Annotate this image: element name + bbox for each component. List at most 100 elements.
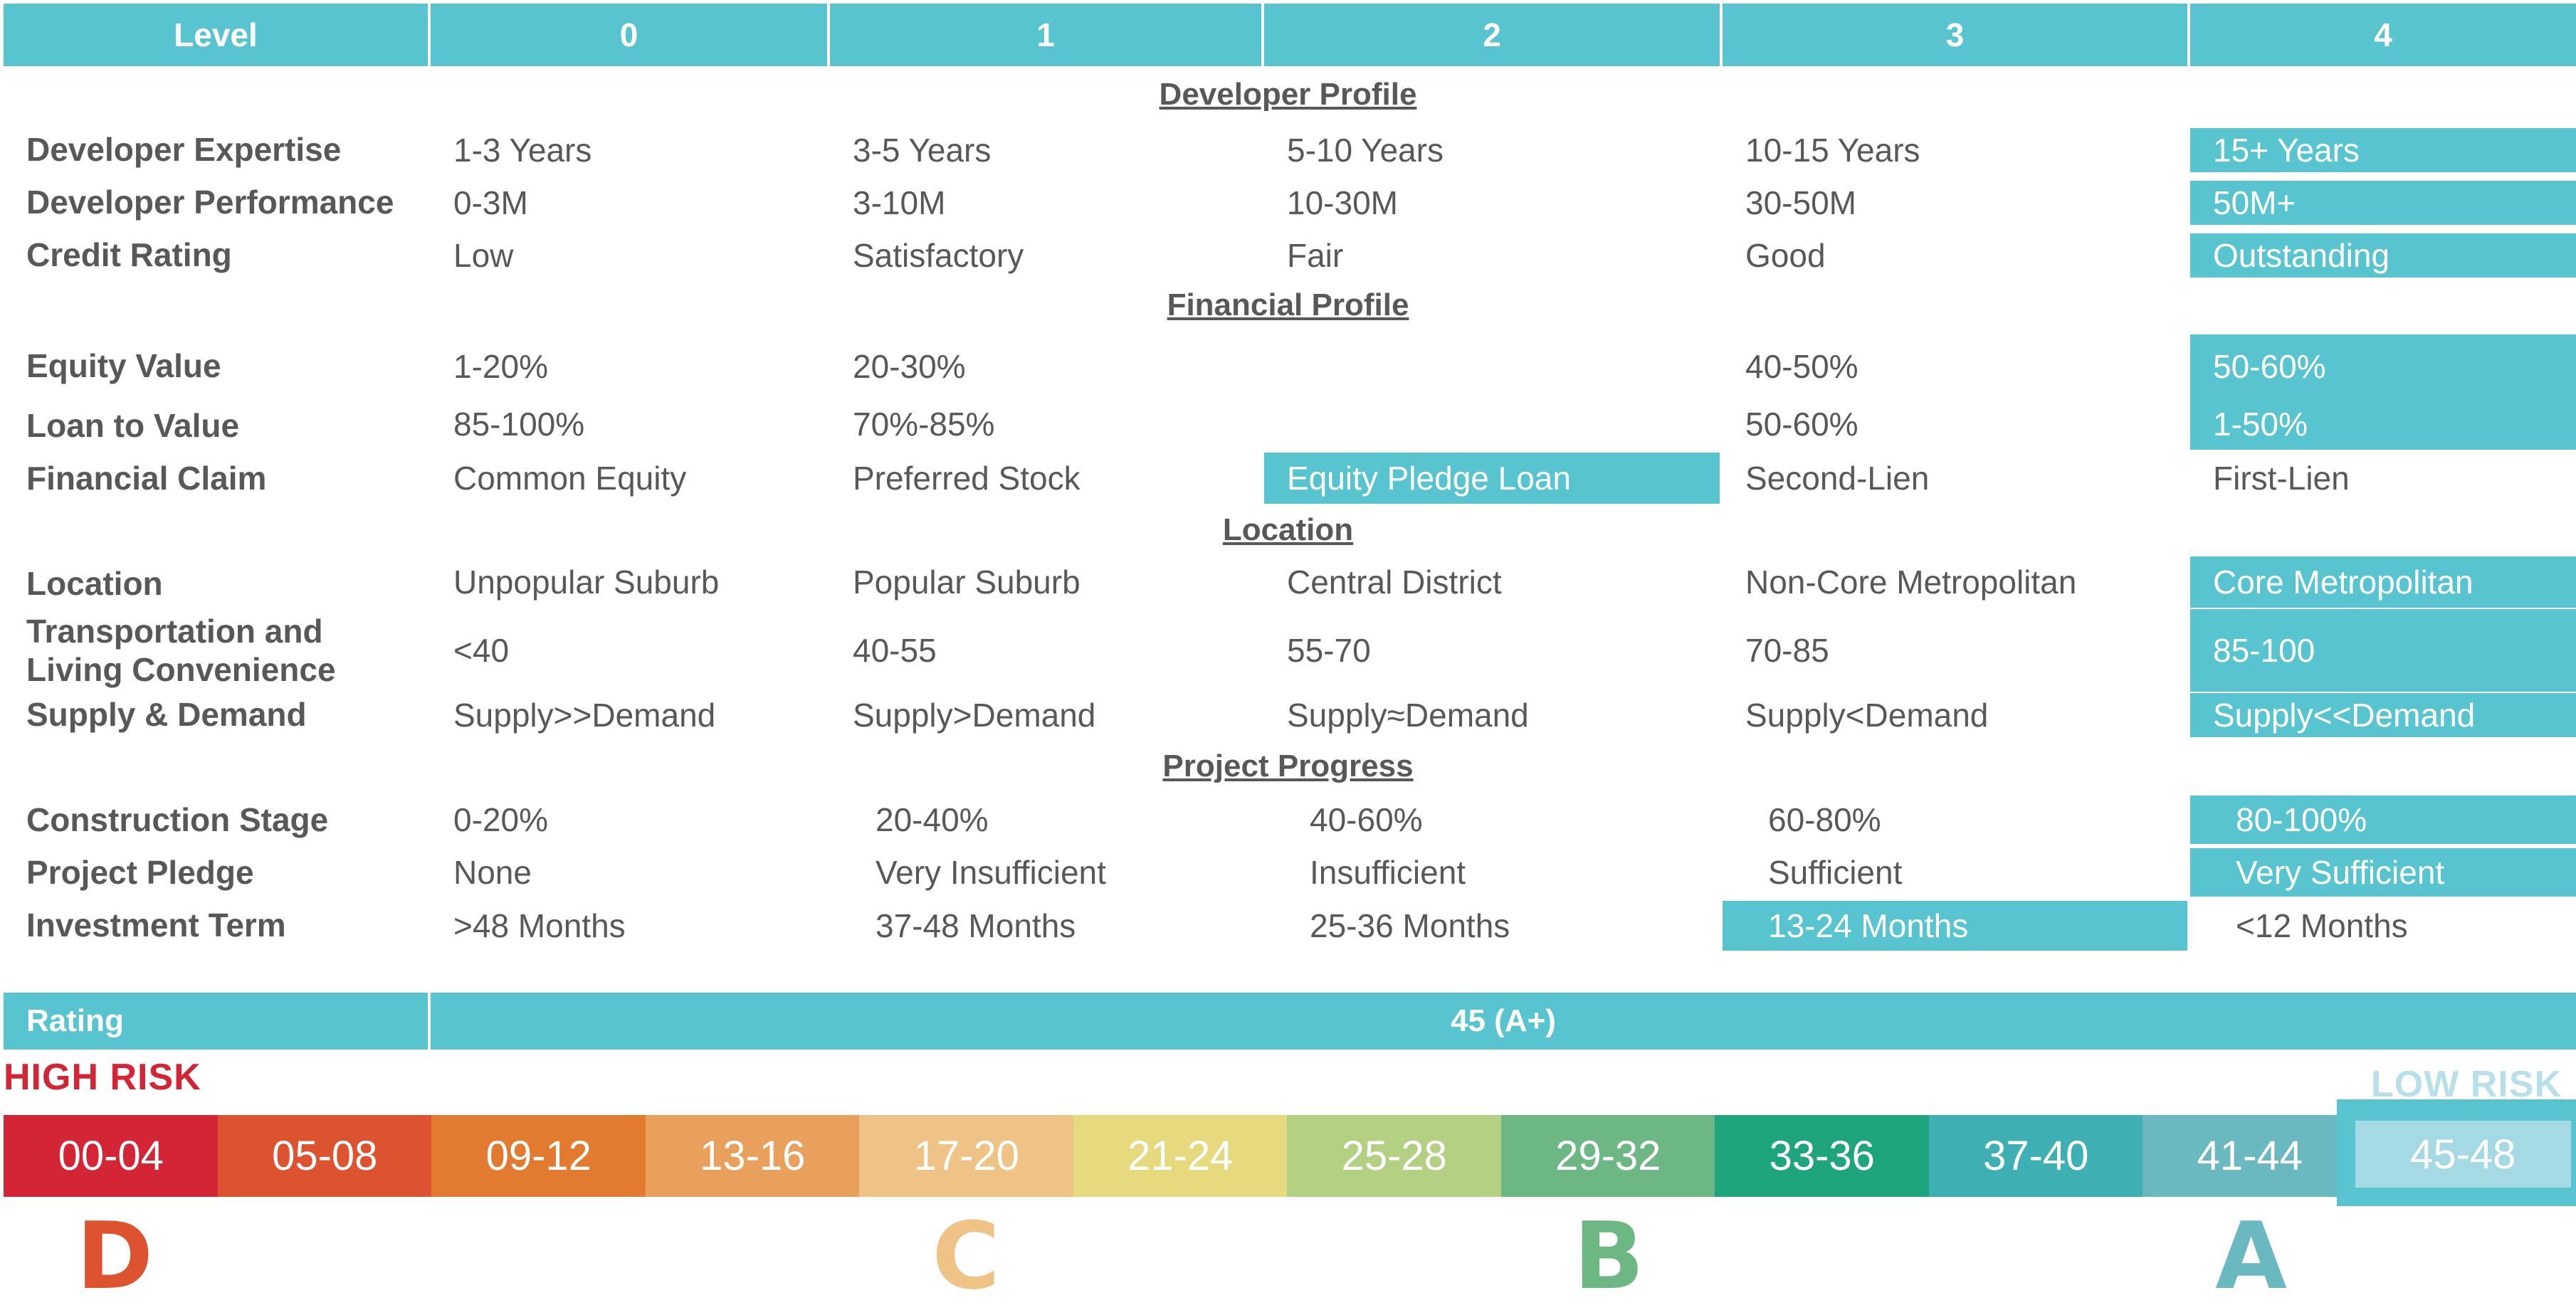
- criteria-cell: 40-50%: [1723, 334, 2187, 398]
- criteria-cell: Insufficient: [1264, 848, 1720, 897]
- grade-letter-b: B: [1574, 1210, 1644, 1302]
- criteria-cell: Fair: [1264, 233, 1720, 278]
- criteria-cell: Supply>>Demand: [431, 693, 827, 737]
- criteria-cell: 60-80%: [1723, 796, 2187, 844]
- criteria-cell: Very Insufficient: [830, 848, 1261, 897]
- scale-segment: 37-40: [1929, 1115, 2144, 1197]
- selected-cell: 50-60%: [2190, 334, 2576, 398]
- scale-segment: 00-04: [4, 1115, 219, 1197]
- selected-cell: 15+ Years: [2190, 128, 2576, 172]
- scale-segment: 09-12: [431, 1115, 646, 1197]
- header-level-1: 1: [830, 4, 1261, 66]
- selected-cell: 50M+: [2190, 181, 2576, 225]
- criteria-cell: Preferred Stock: [830, 453, 1261, 504]
- criteria-cell: 25-36 Months: [1264, 901, 1720, 951]
- criteria-cell: 3-5 Years: [830, 128, 1261, 172]
- criteria-cell: None: [431, 848, 827, 897]
- rating-value: 45 (A+): [431, 993, 2576, 1050]
- criteria-cell: Supply<Demand: [1723, 693, 2187, 737]
- scale-segment: 17-20: [859, 1115, 1074, 1197]
- scale-segment: 33-36: [1715, 1115, 1930, 1197]
- criteria-cell: 40-60%: [1264, 796, 1720, 844]
- criteria-cell: 0-20%: [431, 796, 827, 844]
- criteria-cell: Supply≈Demand: [1264, 693, 1720, 737]
- criteria-cell: Second-Lien: [1723, 453, 2187, 504]
- criteria-cell: 20-40%: [830, 796, 1261, 844]
- criteria-cell: [1264, 334, 1720, 398]
- scale-segment-selected: 45-48: [2337, 1099, 2576, 1206]
- selected-cell: Supply<<Demand: [2190, 693, 2576, 737]
- grade-letter-c: C: [932, 1210, 1000, 1302]
- rating-label: Rating: [4, 993, 428, 1050]
- selected-cell: Very Sufficient: [2190, 848, 2576, 897]
- row-label-construction-stage: Construction Stage: [26, 798, 425, 841]
- row-label-developer-performance: Developer Performance: [26, 181, 425, 223]
- criteria-cell: 3-10M: [830, 181, 1261, 225]
- scale-segment: 21-24: [1073, 1115, 1288, 1197]
- criteria-cell: First-Lien: [2190, 453, 2576, 504]
- criteria-cell: Satisfactory: [830, 233, 1261, 278]
- criteria-cell: Low: [431, 233, 827, 278]
- selected-cell: 1-50%: [2190, 398, 2576, 450]
- row-label-transportation: Transportation and Living Convenience: [26, 609, 425, 692]
- row-label-equity-value: Equity Value: [26, 344, 425, 387]
- criteria-cell: 85-100%: [431, 398, 827, 450]
- criteria-cell: Popular Suburb: [830, 556, 1261, 608]
- row-label-investment-term: Investment Term: [26, 904, 425, 946]
- criteria-cell: >48 Months: [431, 901, 827, 951]
- criteria-cell: Sufficient: [1723, 848, 2187, 897]
- criteria-cell: Common Equity: [431, 453, 827, 504]
- criteria-cell: 40-55: [830, 609, 1261, 692]
- criteria-cell: 70%-85%: [830, 398, 1261, 450]
- header-level-3: 3: [1723, 4, 2187, 66]
- criteria-cell: Unpopular Suburb: [431, 556, 827, 608]
- criteria-cell: Non-Core Metropolitan: [1723, 556, 2187, 608]
- selected-cell: 80-100%: [2190, 796, 2576, 844]
- section-title-financial-profile: Financial Profile: [0, 287, 2576, 323]
- criteria-cell: [1264, 398, 1720, 450]
- criteria-cell: 10-30M: [1264, 181, 1720, 225]
- row-label-financial-claim: Financial Claim: [26, 457, 425, 500]
- header-level-0: 0: [431, 4, 827, 66]
- row-label-location: Location: [26, 562, 425, 605]
- criteria-cell: Good: [1723, 233, 2187, 278]
- header-level-4: 4: [2190, 4, 2576, 66]
- row-label-credit-rating: Credit Rating: [26, 233, 425, 276]
- high-risk-label: HIGH RISK: [4, 1056, 201, 1099]
- criteria-cell: 30-50M: [1723, 181, 2187, 225]
- criteria-cell: <12 Months: [2190, 901, 2576, 951]
- section-title-project-progress: Project Progress: [0, 749, 2576, 784]
- scale-segment: 05-08: [218, 1115, 433, 1197]
- header-level-2: 2: [1264, 4, 1720, 66]
- row-label-project-pledge: Project Pledge: [26, 851, 425, 894]
- selected-cell: 13-24 Months: [1723, 901, 2187, 951]
- header-level: Level: [4, 4, 428, 66]
- scale-segment: 41-44: [2143, 1115, 2357, 1197]
- row-label-loan-to-value: Loan to Value: [26, 404, 425, 447]
- criteria-cell: 20-30%: [830, 334, 1261, 398]
- row-label-developer-expertise: Developer Expertise: [26, 128, 425, 171]
- scale-segment: 13-16: [646, 1115, 861, 1197]
- criteria-cell: Central District: [1264, 556, 1720, 608]
- selected-cell: Core Metropolitan: [2190, 556, 2576, 608]
- selected-cell: Equity Pledge Loan: [1264, 453, 1720, 504]
- criteria-cell: 5-10 Years: [1264, 128, 1720, 172]
- criteria-cell: 1-20%: [431, 334, 827, 398]
- grade-letter-a: A: [2215, 1210, 2287, 1302]
- criteria-cell: 50-60%: [1723, 398, 2187, 450]
- criteria-cell: 70-85: [1723, 609, 2187, 692]
- criteria-cell: 55-70: [1264, 609, 1720, 692]
- scale-segment: 25-28: [1287, 1115, 1502, 1197]
- criteria-cell: <40: [431, 609, 827, 692]
- selected-cell: 85-100: [2190, 609, 2576, 692]
- scale-segment: 29-32: [1501, 1115, 1716, 1197]
- criteria-cell: 0-3M: [431, 181, 827, 225]
- row-label-supply-demand: Supply & Demand: [26, 693, 425, 736]
- criteria-cell: 1-3 Years: [431, 128, 827, 172]
- criteria-cell: 10-15 Years: [1723, 128, 2187, 172]
- criteria-cell: Supply>Demand: [830, 693, 1261, 737]
- section-title-developer-profile: Developer Profile: [0, 77, 2576, 112]
- selected-range-box: 45-48: [2355, 1121, 2572, 1188]
- selected-cell: Outstanding: [2190, 233, 2576, 278]
- criteria-cell: 37-48 Months: [830, 901, 1261, 951]
